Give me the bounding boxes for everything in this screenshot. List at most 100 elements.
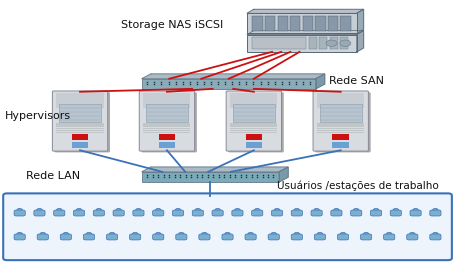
FancyBboxPatch shape <box>313 91 368 151</box>
Bar <box>230 124 277 126</box>
Circle shape <box>195 209 201 212</box>
Circle shape <box>393 209 399 212</box>
FancyBboxPatch shape <box>52 91 108 151</box>
Circle shape <box>175 209 181 212</box>
Circle shape <box>179 232 184 236</box>
FancyBboxPatch shape <box>153 234 164 240</box>
Bar <box>317 93 365 108</box>
Polygon shape <box>357 9 364 33</box>
Bar <box>56 93 104 108</box>
Circle shape <box>340 40 351 47</box>
Circle shape <box>76 209 82 212</box>
FancyBboxPatch shape <box>60 234 72 240</box>
Polygon shape <box>316 74 325 89</box>
Bar <box>340 16 351 31</box>
Bar <box>143 128 191 129</box>
Circle shape <box>354 209 359 212</box>
Circle shape <box>86 232 91 236</box>
Circle shape <box>334 209 339 212</box>
Circle shape <box>410 232 415 236</box>
Bar <box>317 126 365 127</box>
Bar <box>56 126 104 127</box>
Bar <box>328 16 338 31</box>
Bar <box>159 142 175 148</box>
Circle shape <box>36 209 42 212</box>
Bar <box>278 16 288 31</box>
Bar <box>317 123 365 124</box>
Bar <box>72 134 88 140</box>
FancyBboxPatch shape <box>199 234 210 240</box>
FancyBboxPatch shape <box>291 210 302 216</box>
FancyBboxPatch shape <box>228 92 284 152</box>
FancyBboxPatch shape <box>54 210 65 216</box>
FancyBboxPatch shape <box>370 210 382 216</box>
Circle shape <box>314 209 319 212</box>
Bar <box>252 37 306 49</box>
FancyBboxPatch shape <box>337 234 348 240</box>
FancyBboxPatch shape <box>268 234 279 240</box>
FancyBboxPatch shape <box>390 210 401 216</box>
Polygon shape <box>247 31 364 35</box>
Circle shape <box>413 209 419 212</box>
FancyBboxPatch shape <box>14 210 25 216</box>
Bar <box>265 16 275 31</box>
Circle shape <box>215 209 220 212</box>
Bar <box>303 16 313 31</box>
FancyBboxPatch shape <box>252 210 263 216</box>
Circle shape <box>373 209 379 212</box>
Bar <box>315 16 326 31</box>
Circle shape <box>155 209 161 212</box>
Bar <box>56 128 104 129</box>
Circle shape <box>326 40 337 47</box>
Circle shape <box>17 209 22 212</box>
Bar <box>319 37 328 49</box>
Polygon shape <box>142 167 288 172</box>
Bar <box>230 126 277 127</box>
FancyBboxPatch shape <box>407 234 418 240</box>
FancyBboxPatch shape <box>361 234 372 240</box>
Text: Rede LAN: Rede LAN <box>26 171 80 181</box>
Bar <box>230 128 277 129</box>
Bar <box>246 142 262 148</box>
FancyBboxPatch shape <box>430 210 441 216</box>
FancyBboxPatch shape <box>272 210 283 216</box>
FancyBboxPatch shape <box>113 210 124 216</box>
FancyBboxPatch shape <box>315 92 371 152</box>
Bar <box>290 16 301 31</box>
FancyBboxPatch shape <box>192 210 203 216</box>
Circle shape <box>364 232 369 236</box>
Bar <box>247 35 357 52</box>
Bar <box>143 93 191 108</box>
Bar <box>317 128 365 129</box>
Bar <box>159 134 175 140</box>
FancyBboxPatch shape <box>430 234 441 240</box>
Polygon shape <box>247 9 364 13</box>
FancyBboxPatch shape <box>83 234 94 240</box>
Polygon shape <box>357 31 364 52</box>
Polygon shape <box>279 167 288 182</box>
FancyBboxPatch shape <box>222 234 233 240</box>
FancyBboxPatch shape <box>232 210 243 216</box>
FancyBboxPatch shape <box>291 234 302 240</box>
Circle shape <box>225 232 230 236</box>
Bar <box>143 130 191 131</box>
FancyBboxPatch shape <box>14 234 25 240</box>
Circle shape <box>136 209 141 212</box>
Circle shape <box>96 209 101 212</box>
Bar <box>320 104 362 122</box>
Circle shape <box>155 232 161 236</box>
Circle shape <box>271 232 276 236</box>
Circle shape <box>248 232 254 236</box>
FancyBboxPatch shape <box>226 91 282 151</box>
Bar <box>230 132 277 133</box>
Circle shape <box>386 232 392 236</box>
Polygon shape <box>142 74 325 79</box>
FancyBboxPatch shape <box>3 193 452 260</box>
Circle shape <box>274 209 280 212</box>
Circle shape <box>294 232 300 236</box>
Bar <box>230 130 277 131</box>
Bar <box>309 37 317 49</box>
Bar <box>143 124 191 126</box>
Bar <box>317 132 365 133</box>
FancyBboxPatch shape <box>331 210 342 216</box>
